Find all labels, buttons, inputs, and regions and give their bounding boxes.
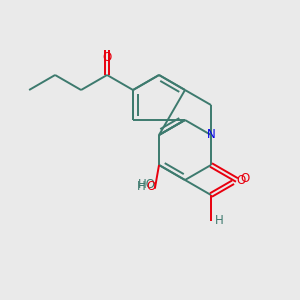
Text: N: N [207, 128, 215, 142]
Text: HO: HO [138, 178, 156, 191]
Text: H: H [136, 180, 145, 193]
Text: O: O [236, 174, 246, 187]
Text: O: O [102, 51, 112, 64]
Text: O: O [240, 172, 250, 184]
Text: H: H [214, 214, 224, 227]
Text: O: O [146, 180, 155, 193]
